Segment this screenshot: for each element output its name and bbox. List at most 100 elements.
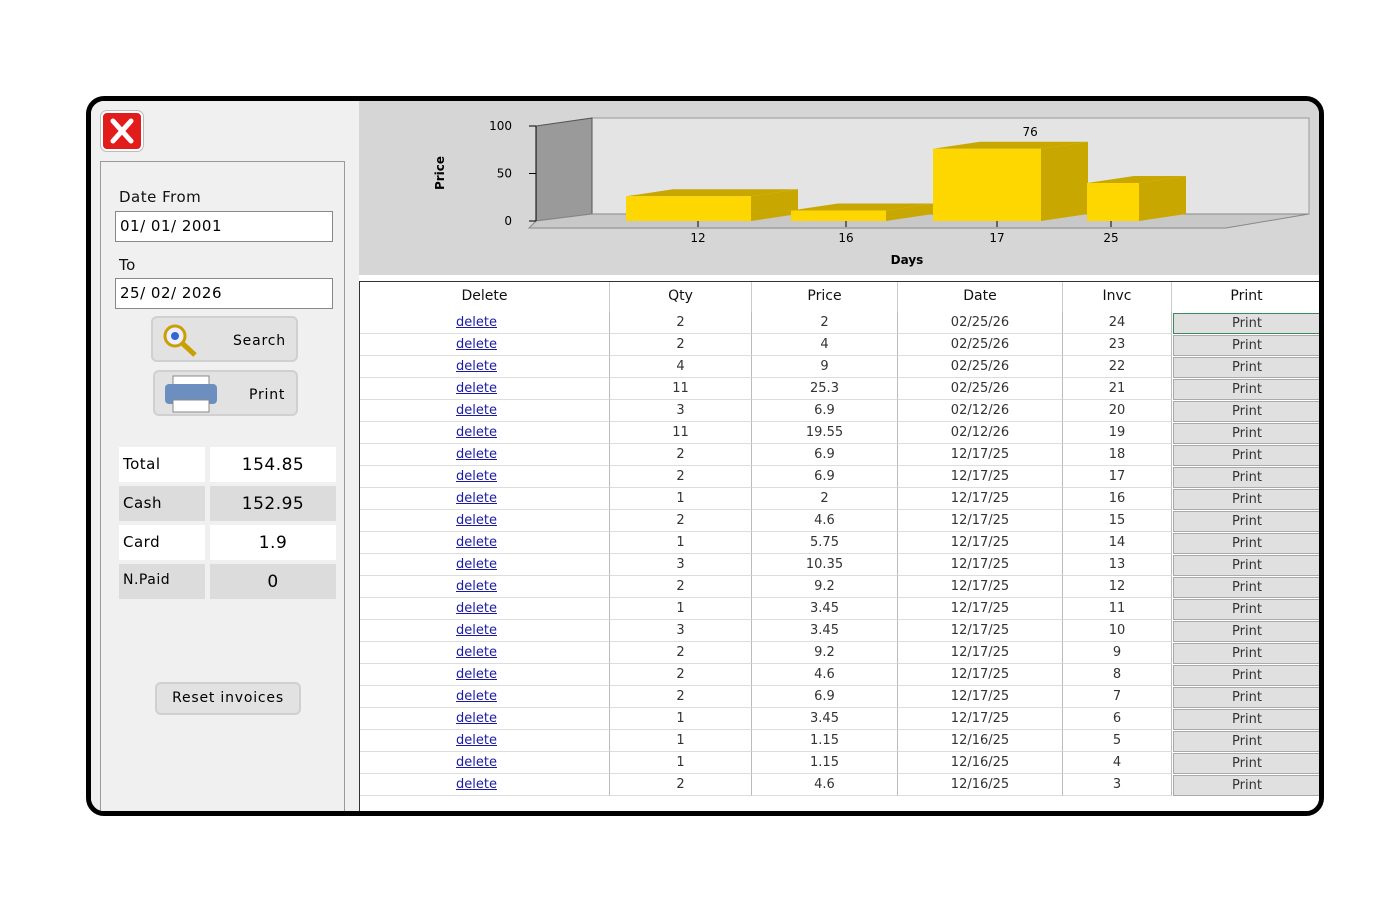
value-label: 76 [1023,125,1038,139]
print-button[interactable]: Print [1173,313,1319,334]
print-button[interactable]: Print [1173,775,1319,796]
x-tick-label: 17 [989,231,1004,245]
x-axis-label: Days [891,253,924,267]
search-button[interactable]: Search [151,316,298,362]
total-label: Cash [119,486,205,521]
table-cell: 14 [1063,532,1172,554]
delete-link[interactable]: delete [360,312,610,334]
print-button[interactable]: Print [1173,731,1319,752]
print-button[interactable]: Print [1173,621,1319,642]
table-cell: 12/17/25 [898,444,1063,466]
table-cell: 13 [1063,554,1172,576]
table-cell: 12/16/25 [898,774,1063,796]
print-button[interactable]: Print [1173,577,1319,598]
date-to-input[interactable]: 25/ 02/ 2026 [115,278,333,309]
delete-link[interactable]: delete [360,356,610,378]
table-cell: 22 [1063,356,1172,378]
close-button[interactable] [101,111,143,151]
print-button[interactable]: Print [1173,445,1319,466]
search-label: Search [233,333,286,349]
print-button[interactable]: Print [1173,753,1319,774]
table-cell: 12/17/25 [898,510,1063,532]
total-label: Card [119,525,205,560]
total-value: 1.9 [210,525,336,560]
table-cell: 19.55 [752,422,898,444]
print-button[interactable]: Print [153,370,298,416]
delete-link[interactable]: delete [360,598,610,620]
delete-link[interactable]: delete [360,466,610,488]
table-cell: 11 [1063,598,1172,620]
delete-link[interactable]: delete [360,752,610,774]
window: Date From 01/ 01/ 2001 To 25/ 02/ 2026 S… [86,96,1324,816]
table-cell: 1 [610,598,752,620]
table-cell: 6.9 [752,686,898,708]
column-header: Delete [360,282,610,312]
print-button[interactable]: Print [1173,687,1319,708]
delete-link[interactable]: delete [360,444,610,466]
table-cell: 1 [610,752,752,774]
table-cell: 2 [752,488,898,510]
table-cell: 3 [1063,774,1172,796]
table-cell: 1 [610,708,752,730]
delete-link[interactable]: delete [360,554,610,576]
delete-link[interactable]: delete [360,532,610,554]
bar [626,196,751,221]
print-button[interactable]: Print [1173,489,1319,510]
date-from-input[interactable]: 01/ 01/ 2001 [115,211,333,242]
y-tick-label: 100 [489,119,512,133]
total-value: 152.95 [210,486,336,521]
table-cell: 4.6 [752,510,898,532]
table-cell: 2 [610,510,752,532]
print-button[interactable]: Print [1173,423,1319,444]
y-tick-label: 50 [497,167,512,181]
table-cell: 12/17/25 [898,686,1063,708]
x-tick-label: 12 [690,231,705,245]
print-button[interactable]: Print [1173,379,1319,400]
print-button[interactable]: Print [1173,665,1319,686]
table-cell: 11 [610,378,752,400]
delete-link[interactable]: delete [360,664,610,686]
table-cell: 2 [610,576,752,598]
delete-link[interactable]: delete [360,422,610,444]
delete-link[interactable]: delete [360,334,610,356]
print-button[interactable]: Print [1173,533,1319,554]
table-cell: 2 [752,312,898,334]
delete-link[interactable]: delete [360,576,610,598]
column-header: Price [752,282,898,312]
print-button[interactable]: Print [1173,467,1319,488]
print-button[interactable]: Print [1173,709,1319,730]
print-button[interactable]: Print [1173,643,1319,664]
delete-link[interactable]: delete [360,510,610,532]
table-cell: 12/16/25 [898,752,1063,774]
bar [791,210,886,221]
table-cell: 12/17/25 [898,576,1063,598]
x-tick-label: 25 [1103,231,1118,245]
table-cell: 2 [610,312,752,334]
total-value: 154.85 [210,447,336,482]
delete-link[interactable]: delete [360,378,610,400]
reset-button[interactable]: Reset invoices [155,682,301,715]
delete-link[interactable]: delete [360,488,610,510]
print-button[interactable]: Print [1173,357,1319,378]
delete-link[interactable]: delete [360,400,610,422]
print-button[interactable]: Print [1173,555,1319,576]
print-button[interactable]: Print [1173,599,1319,620]
table-cell: 12/17/25 [898,466,1063,488]
print-button[interactable]: Print [1173,335,1319,356]
table-cell: 4 [1063,752,1172,774]
x-tick-label: 16 [838,231,853,245]
delete-link[interactable]: delete [360,708,610,730]
table-cell: 9.2 [752,576,898,598]
delete-link[interactable]: delete [360,730,610,752]
delete-link[interactable]: delete [360,642,610,664]
print-button[interactable]: Print [1173,401,1319,422]
table-cell: 9 [752,356,898,378]
delete-link[interactable]: delete [360,774,610,796]
delete-link[interactable]: delete [360,686,610,708]
bar [933,148,1041,221]
date-to-label: To [119,256,136,274]
print-button[interactable]: Print [1173,511,1319,532]
delete-link[interactable]: delete [360,620,610,642]
filter-box [100,161,345,811]
